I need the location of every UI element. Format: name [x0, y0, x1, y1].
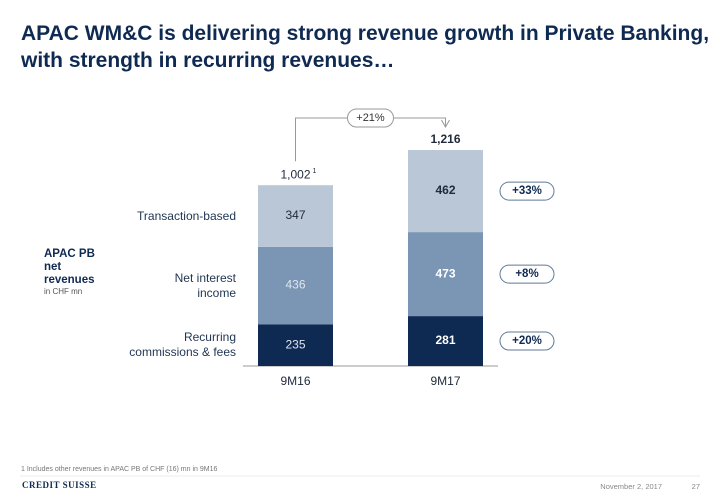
slide-title: APAC WM&C is delivering strong revenue g…: [21, 22, 710, 72]
bar-segment: [408, 232, 483, 317]
change-label: +20%: [512, 335, 542, 347]
footnote: 1 Includes other revenues in APAC PB of …: [21, 466, 218, 473]
bar-segment: [258, 246, 333, 325]
value-label: 436: [285, 278, 305, 292]
category-label: 9M17: [430, 374, 460, 388]
footnote-marker: 1: [313, 168, 317, 175]
total-label: 1,216: [430, 132, 460, 146]
axis-title: APAC PB net revenues: [44, 248, 95, 286]
value-label: 347: [285, 208, 305, 222]
unit-label: in CHF mn: [44, 287, 83, 296]
series-label: Net interest income: [174, 270, 236, 300]
change-pill: [499, 264, 555, 284]
bar-segment: [408, 316, 483, 366]
category-label: 9M16: [280, 374, 310, 388]
bar-segment: [258, 185, 333, 247]
change-pill: [499, 181, 555, 201]
change-pill: [347, 108, 394, 128]
arrow-head: [441, 119, 450, 129]
value-label: 462: [435, 183, 455, 197]
bar-segment: [408, 150, 483, 233]
page-number: 27: [691, 482, 700, 491]
change-label: +8%: [515, 268, 538, 280]
series-label: Transaction-based: [137, 208, 236, 223]
change-pill: [499, 331, 555, 351]
change-label: +21%: [356, 112, 385, 124]
bar-segment: [258, 324, 333, 366]
change-label: +33%: [512, 185, 542, 197]
value-label: 235: [285, 337, 305, 351]
total-label: 1,002: [280, 167, 310, 181]
logo: CREDIT SUISSE: [22, 480, 97, 490]
series-label: Recurring commissions & fees: [129, 330, 236, 360]
axis-title-block: APAC PB net revenues in CHF mn: [44, 248, 114, 296]
value-label: 473: [435, 266, 455, 280]
date: November 2, 2017: [600, 482, 662, 491]
value-label: 281: [435, 333, 455, 347]
